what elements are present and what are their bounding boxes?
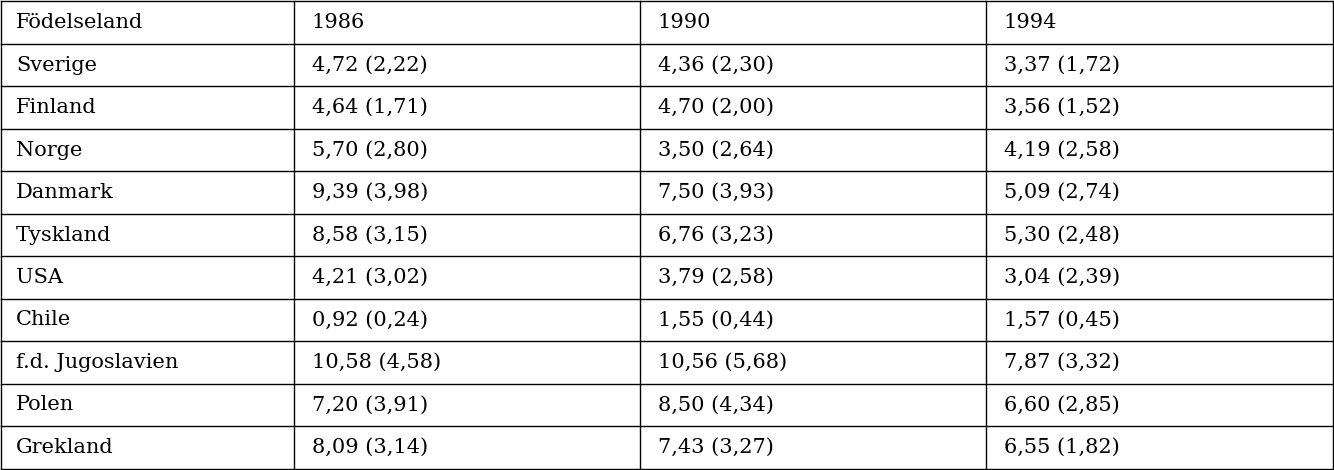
Text: 8,58 (3,15): 8,58 (3,15) [312, 226, 427, 244]
Text: 7,50 (3,93): 7,50 (3,93) [658, 183, 774, 202]
Text: 4,64 (1,71): 4,64 (1,71) [312, 98, 427, 117]
Text: 7,87 (3,32): 7,87 (3,32) [1003, 353, 1119, 372]
Text: 5,70 (2,80): 5,70 (2,80) [312, 141, 427, 159]
Text: 9,39 (3,98): 9,39 (3,98) [312, 183, 428, 202]
Text: Polen: Polen [16, 395, 75, 415]
Text: 5,30 (2,48): 5,30 (2,48) [1003, 226, 1119, 244]
Text: Födelseland: Födelseland [16, 13, 143, 32]
Text: 3,37 (1,72): 3,37 (1,72) [1003, 55, 1119, 75]
Text: 3,04 (2,39): 3,04 (2,39) [1003, 268, 1121, 287]
Text: 4,21 (3,02): 4,21 (3,02) [312, 268, 428, 287]
Text: USA: USA [16, 268, 63, 287]
Text: f.d. Jugoslavien: f.d. Jugoslavien [16, 353, 179, 372]
Text: 10,56 (5,68): 10,56 (5,68) [658, 353, 787, 372]
Text: Finland: Finland [16, 98, 96, 117]
Text: 3,79 (2,58): 3,79 (2,58) [658, 268, 774, 287]
Text: 8,50 (4,34): 8,50 (4,34) [658, 395, 774, 415]
Text: 7,43 (3,27): 7,43 (3,27) [658, 438, 774, 457]
Text: 6,60 (2,85): 6,60 (2,85) [1003, 395, 1119, 415]
Text: 4,19 (2,58): 4,19 (2,58) [1003, 141, 1119, 159]
Text: 10,58 (4,58): 10,58 (4,58) [312, 353, 440, 372]
Text: Norge: Norge [16, 141, 83, 159]
Text: 7,20 (3,91): 7,20 (3,91) [312, 395, 428, 415]
Text: 1986: 1986 [312, 13, 364, 32]
Text: 8,09 (3,14): 8,09 (3,14) [312, 438, 428, 457]
Text: 1994: 1994 [1003, 13, 1057, 32]
Text: Grekland: Grekland [16, 438, 113, 457]
Text: Danmark: Danmark [16, 183, 113, 202]
Text: 1990: 1990 [658, 13, 711, 32]
Text: 4,70 (2,00): 4,70 (2,00) [658, 98, 774, 117]
Text: 4,36 (2,30): 4,36 (2,30) [658, 55, 774, 75]
Text: 1,57 (0,45): 1,57 (0,45) [1003, 311, 1119, 329]
Text: Sverige: Sverige [16, 55, 97, 75]
Text: 3,50 (2,64): 3,50 (2,64) [658, 141, 774, 159]
Text: 6,55 (1,82): 6,55 (1,82) [1003, 438, 1119, 457]
Text: 5,09 (2,74): 5,09 (2,74) [1003, 183, 1119, 202]
Text: 6,76 (3,23): 6,76 (3,23) [658, 226, 774, 244]
Text: 4,72 (2,22): 4,72 (2,22) [312, 55, 427, 75]
Text: 3,56 (1,52): 3,56 (1,52) [1003, 98, 1119, 117]
Text: 1,55 (0,44): 1,55 (0,44) [658, 311, 774, 329]
Text: Tyskland: Tyskland [16, 226, 112, 244]
Text: Chile: Chile [16, 311, 71, 329]
Text: 0,92 (0,24): 0,92 (0,24) [312, 311, 428, 329]
